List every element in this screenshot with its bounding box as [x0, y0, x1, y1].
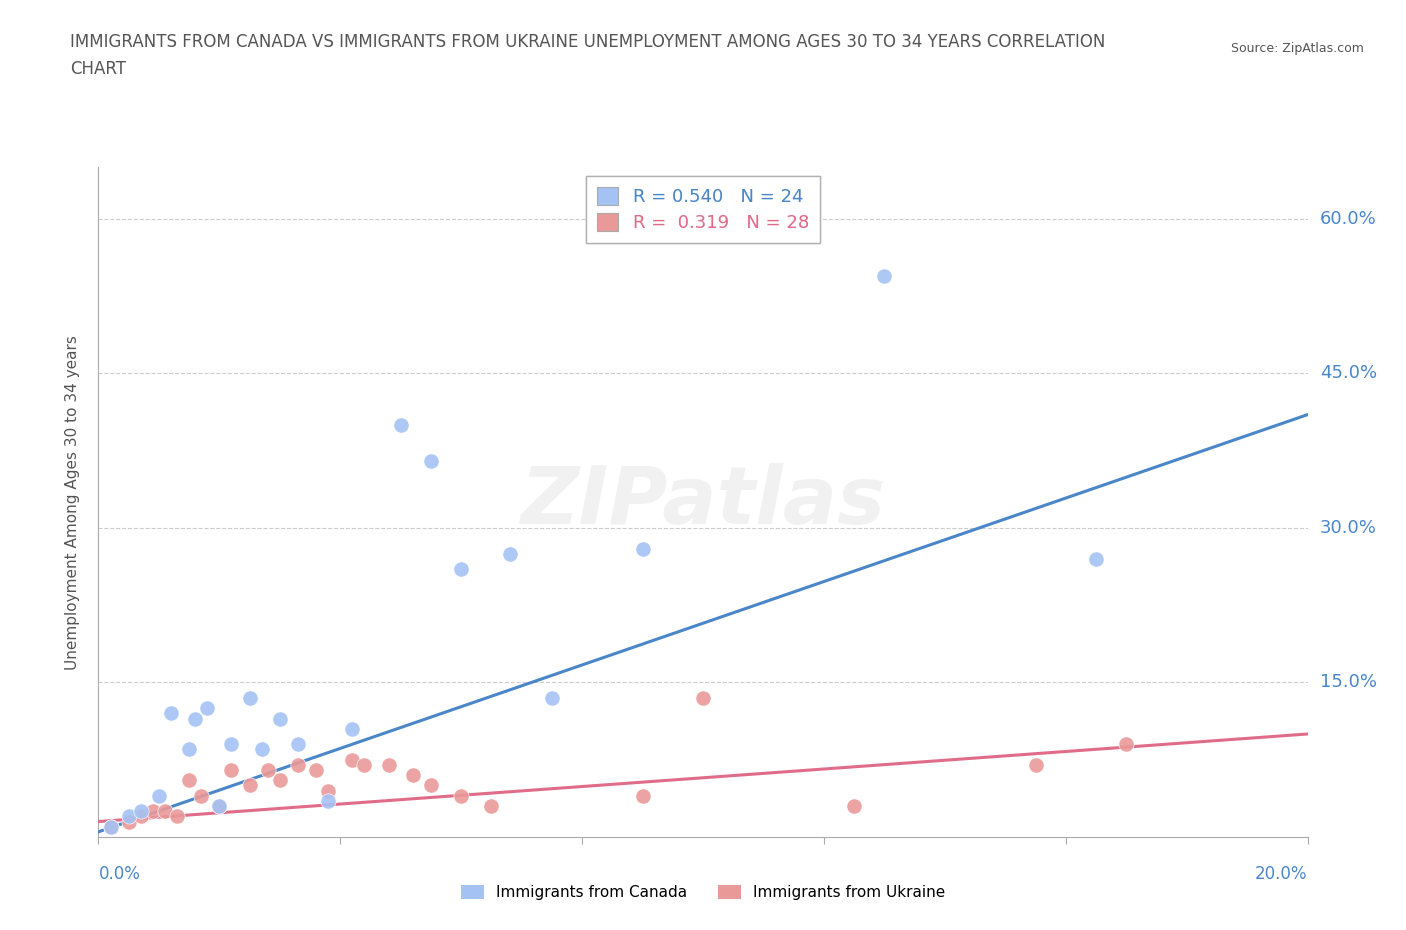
Text: 45.0%: 45.0% — [1320, 365, 1376, 382]
Point — [1085, 551, 1108, 566]
Text: 20.0%: 20.0% — [1256, 865, 1308, 883]
Point — [256, 763, 278, 777]
Text: CHART: CHART — [70, 60, 127, 78]
Point — [250, 742, 273, 757]
Point — [166, 809, 188, 824]
Point — [419, 778, 441, 793]
Text: 0.0%: 0.0% — [98, 865, 141, 883]
Point — [129, 809, 152, 824]
Point — [377, 757, 399, 772]
Point — [118, 814, 141, 829]
Point — [342, 722, 364, 737]
Point — [129, 804, 152, 818]
Text: 30.0%: 30.0% — [1320, 519, 1376, 537]
Point — [481, 799, 503, 814]
Point — [540, 690, 562, 705]
Point — [342, 752, 364, 767]
Point — [692, 690, 714, 705]
Point — [450, 562, 472, 577]
Point — [498, 546, 520, 561]
Point — [208, 799, 231, 814]
Point — [269, 773, 291, 788]
Point — [221, 763, 243, 777]
Point — [402, 768, 425, 783]
Point — [287, 757, 309, 772]
Point — [142, 804, 165, 818]
Point — [208, 799, 231, 814]
Point — [389, 418, 412, 432]
Point — [184, 711, 207, 726]
Point — [1024, 757, 1046, 772]
Point — [269, 711, 291, 726]
Point — [100, 819, 122, 834]
Text: Source: ZipAtlas.com: Source: ZipAtlas.com — [1230, 42, 1364, 55]
Text: 60.0%: 60.0% — [1320, 210, 1376, 228]
Point — [316, 793, 339, 808]
Point — [287, 737, 309, 751]
Legend: R = 0.540   N = 24, R =  0.319   N = 28: R = 0.540 N = 24, R = 0.319 N = 28 — [586, 177, 820, 243]
Point — [873, 268, 896, 283]
Point — [160, 706, 183, 721]
Point — [100, 819, 122, 834]
Point — [190, 789, 212, 804]
Point — [221, 737, 243, 751]
Y-axis label: Unemployment Among Ages 30 to 34 years: Unemployment Among Ages 30 to 34 years — [65, 335, 80, 670]
Point — [177, 742, 201, 757]
Point — [844, 799, 866, 814]
Point — [239, 690, 262, 705]
Text: ZIPatlas: ZIPatlas — [520, 463, 886, 541]
Point — [305, 763, 328, 777]
Point — [239, 778, 262, 793]
Point — [177, 773, 201, 788]
Point — [148, 789, 170, 804]
Point — [450, 789, 472, 804]
Point — [631, 541, 654, 556]
Point — [1115, 737, 1137, 751]
Point — [316, 783, 339, 798]
Point — [631, 789, 654, 804]
Point — [118, 809, 141, 824]
Point — [153, 804, 176, 818]
Point — [195, 701, 218, 716]
Point — [353, 757, 375, 772]
Text: 15.0%: 15.0% — [1320, 673, 1376, 692]
Text: IMMIGRANTS FROM CANADA VS IMMIGRANTS FROM UKRAINE UNEMPLOYMENT AMONG AGES 30 TO : IMMIGRANTS FROM CANADA VS IMMIGRANTS FRO… — [70, 33, 1105, 50]
Point — [419, 454, 441, 469]
